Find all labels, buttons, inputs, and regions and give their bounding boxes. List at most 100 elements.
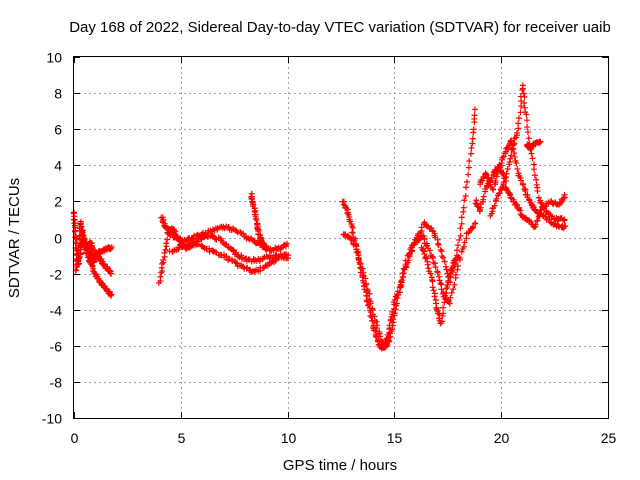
data-point (561, 223, 568, 230)
data-point (366, 290, 373, 297)
series-arc-g (248, 190, 270, 253)
data-point (448, 289, 455, 296)
data-points (70, 82, 569, 352)
y-tick-label: 8 (54, 86, 62, 102)
chart-title: Day 168 of 2022, Sidereal Day-to-day VTE… (69, 19, 611, 36)
data-point (398, 278, 405, 285)
data-point (546, 216, 553, 223)
y-tick-label: 10 (46, 50, 62, 66)
data-point (531, 172, 538, 179)
data-point (442, 292, 449, 299)
data-point (415, 236, 422, 243)
data-point (429, 278, 436, 285)
data-point (252, 215, 259, 222)
y-axis-title: SDTVAR / TECUs (6, 178, 23, 298)
series-arc-e (158, 214, 291, 254)
data-point (396, 289, 403, 296)
data-point (461, 239, 468, 246)
y-tick-label: -2 (50, 267, 63, 283)
data-point (520, 181, 527, 188)
data-point (532, 221, 539, 228)
data-point (461, 197, 468, 204)
data-point (108, 270, 115, 277)
data-point (441, 258, 448, 265)
data-point (512, 201, 519, 208)
data-point (235, 253, 242, 260)
data-point (362, 275, 369, 282)
y-tick-label: 0 (54, 231, 62, 247)
data-point (169, 248, 176, 255)
data-point (462, 184, 469, 191)
data-point (373, 318, 380, 325)
data-point (391, 310, 398, 317)
data-point (162, 246, 169, 253)
data-point (472, 220, 479, 227)
data-point (537, 138, 544, 145)
data-point (367, 300, 374, 307)
data-point (515, 120, 522, 127)
data-point (470, 224, 477, 231)
y-tick-label: 4 (54, 158, 62, 174)
x-axis-title: GPS time / hours (283, 457, 397, 474)
data-point (505, 144, 512, 151)
data-point (393, 300, 400, 307)
series-arc-l (477, 137, 569, 232)
data-point (489, 185, 496, 192)
grid-lines (74, 57, 608, 418)
data-point (513, 129, 520, 136)
data-point (535, 194, 542, 201)
data-point (457, 225, 464, 232)
data-point (508, 137, 515, 144)
data-point (418, 224, 425, 231)
data-point (443, 266, 450, 273)
data-point (484, 174, 491, 181)
data-point (240, 230, 247, 237)
data-point (377, 333, 384, 340)
data-point (385, 338, 392, 345)
data-point (163, 240, 170, 247)
data-point (373, 334, 380, 341)
data-point (438, 318, 445, 325)
data-point (426, 247, 433, 254)
data-point (211, 248, 218, 255)
data-point (432, 300, 439, 307)
data-point (437, 280, 444, 287)
data-point (492, 177, 499, 184)
series-arc-m (487, 179, 568, 231)
data-point (107, 292, 114, 299)
series-arc-i (340, 220, 479, 351)
data-point (263, 246, 270, 253)
data-point (517, 177, 524, 184)
data-point (529, 155, 536, 162)
data-point (467, 150, 474, 157)
data-point (521, 100, 528, 107)
data-point (440, 254, 447, 261)
data-point (431, 293, 438, 300)
data-point (560, 195, 567, 202)
data-point (454, 247, 461, 254)
data-point (437, 246, 444, 253)
data-point (476, 208, 483, 215)
data-point (284, 240, 291, 247)
data-point (462, 193, 469, 200)
data-point (392, 306, 399, 313)
data-point (446, 300, 453, 307)
data-point (440, 310, 447, 317)
data-point (500, 153, 507, 160)
data-point (510, 145, 517, 152)
data-point (447, 294, 454, 301)
data-point (506, 141, 513, 148)
series-arc-n (523, 138, 544, 152)
data-point (496, 190, 503, 197)
data-point (202, 230, 209, 237)
y-tick-label: 2 (54, 194, 62, 210)
data-point (160, 257, 167, 264)
x-tick-label: 25 (601, 430, 617, 446)
data-point (525, 135, 532, 142)
data-point (164, 236, 171, 243)
series-arc-f (166, 239, 292, 275)
data-point (75, 256, 82, 263)
x-tick-label: 0 (71, 430, 79, 446)
data-point (533, 176, 540, 183)
data-point (513, 160, 520, 167)
